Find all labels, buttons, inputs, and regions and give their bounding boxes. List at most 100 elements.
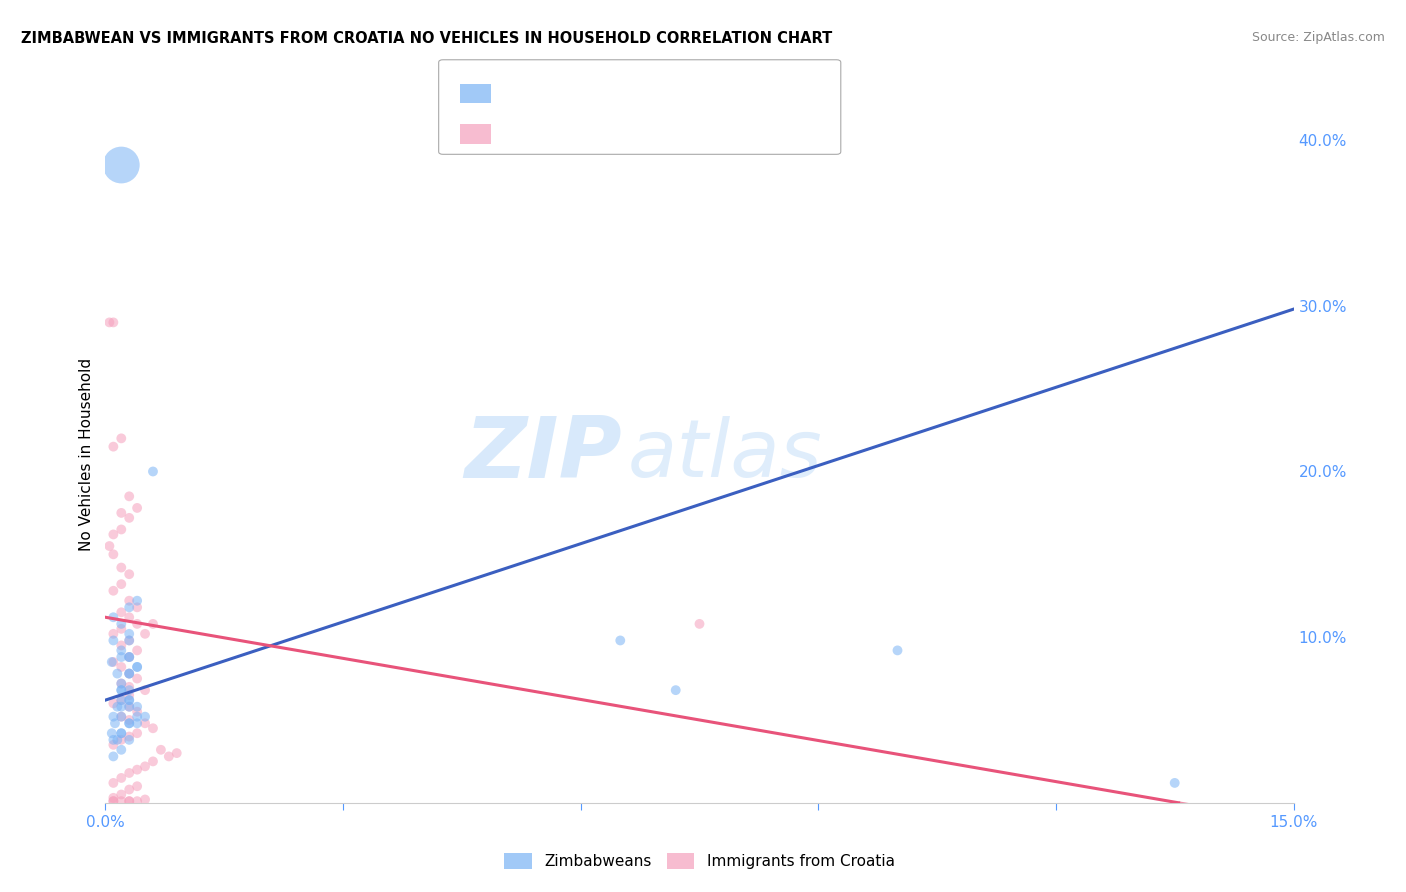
Point (118, 699, 141, 714)
Text: R =: R = (502, 87, 537, 101)
Point (127, 699, 149, 714)
Point (118, 794, 141, 808)
Point (110, 771, 132, 785)
Point (118, 713, 141, 727)
Point (101, 655, 124, 669)
Point (103, 655, 125, 669)
Point (134, 716, 156, 731)
Y-axis label: No Vehicles in Household: No Vehicles in Household (79, 359, 94, 551)
Point (118, 716, 141, 731)
Point (110, 676, 132, 690)
Point (118, 699, 141, 714)
Point (105, 666, 128, 681)
Point (1164, 776, 1187, 790)
Point (157, 749, 180, 764)
Point (118, 782, 141, 797)
Point (110, 726, 132, 740)
Point (110, 709, 132, 723)
Point (98, 539, 121, 553)
Point (127, 616, 149, 631)
Point (118, 633, 141, 648)
Point (110, 699, 132, 714)
Point (110, 683, 132, 698)
Point (118, 766, 141, 780)
Point (110, 726, 132, 740)
Point (110, 683, 132, 698)
Point (142, 755, 165, 769)
Point (103, 547, 125, 561)
Point (104, 716, 127, 731)
Point (127, 794, 149, 808)
Point (110, 650, 132, 665)
Point (103, 527, 125, 541)
Point (134, 627, 156, 641)
Point (103, 794, 125, 808)
Point (110, 660, 132, 674)
Text: ZIMBABWEAN VS IMMIGRANTS FROM CROATIA NO VEHICLES IN HOUSEHOLD CORRELATION CHART: ZIMBABWEAN VS IMMIGRANTS FROM CROATIA NO… (21, 31, 832, 46)
Point (118, 489, 141, 503)
Point (127, 716, 149, 731)
Point (118, 794, 141, 808)
Point (118, 650, 141, 665)
Point (103, 749, 125, 764)
Point (98, 315, 121, 329)
Point (142, 721, 165, 735)
Point (110, 709, 132, 723)
Point (103, 738, 125, 752)
Point (110, 743, 132, 757)
Point (103, 709, 125, 723)
Point (103, 794, 125, 808)
Point (118, 633, 141, 648)
Point (105, 699, 128, 714)
Point (149, 743, 172, 757)
Text: N =: N = (600, 127, 647, 141)
Point (127, 660, 149, 674)
Point (103, 697, 125, 711)
Point (134, 683, 156, 698)
Point (134, 759, 156, 773)
Point (142, 616, 165, 631)
Point (110, 616, 132, 631)
Legend: Zimbabweans, Immigrants from Croatia: Zimbabweans, Immigrants from Croatia (498, 847, 901, 875)
Point (127, 660, 149, 674)
Point (110, 431, 132, 445)
Point (118, 650, 141, 665)
Point (118, 593, 141, 607)
Point (103, 776, 125, 790)
Text: R =: R = (502, 127, 537, 141)
Point (127, 709, 149, 723)
Point (118, 693, 141, 707)
Text: ZIP: ZIP (464, 413, 623, 497)
Point (118, 666, 141, 681)
Point (118, 650, 141, 665)
Point (127, 672, 149, 686)
Point (110, 732, 132, 747)
Text: 50: 50 (640, 87, 662, 101)
Point (118, 680, 141, 694)
Point (110, 622, 132, 636)
Text: 70: 70 (640, 127, 662, 141)
Point (110, 693, 132, 707)
Point (103, 440, 125, 454)
Point (134, 792, 156, 806)
Point (110, 788, 132, 802)
Point (127, 726, 149, 740)
Point (110, 577, 132, 591)
Text: Source: ZipAtlas.com: Source: ZipAtlas.com (1251, 31, 1385, 45)
Point (127, 763, 149, 777)
Point (127, 779, 149, 793)
Point (609, 633, 631, 648)
Point (110, 158, 132, 172)
Text: 0.495: 0.495 (533, 87, 583, 101)
Point (110, 523, 132, 537)
Point (118, 730, 141, 744)
Point (118, 666, 141, 681)
Point (110, 506, 132, 520)
Point (103, 583, 125, 598)
Point (127, 705, 149, 719)
Point (127, 600, 149, 615)
Point (103, 315, 125, 329)
Point (127, 643, 149, 657)
Point (166, 746, 188, 760)
Point (103, 610, 125, 624)
